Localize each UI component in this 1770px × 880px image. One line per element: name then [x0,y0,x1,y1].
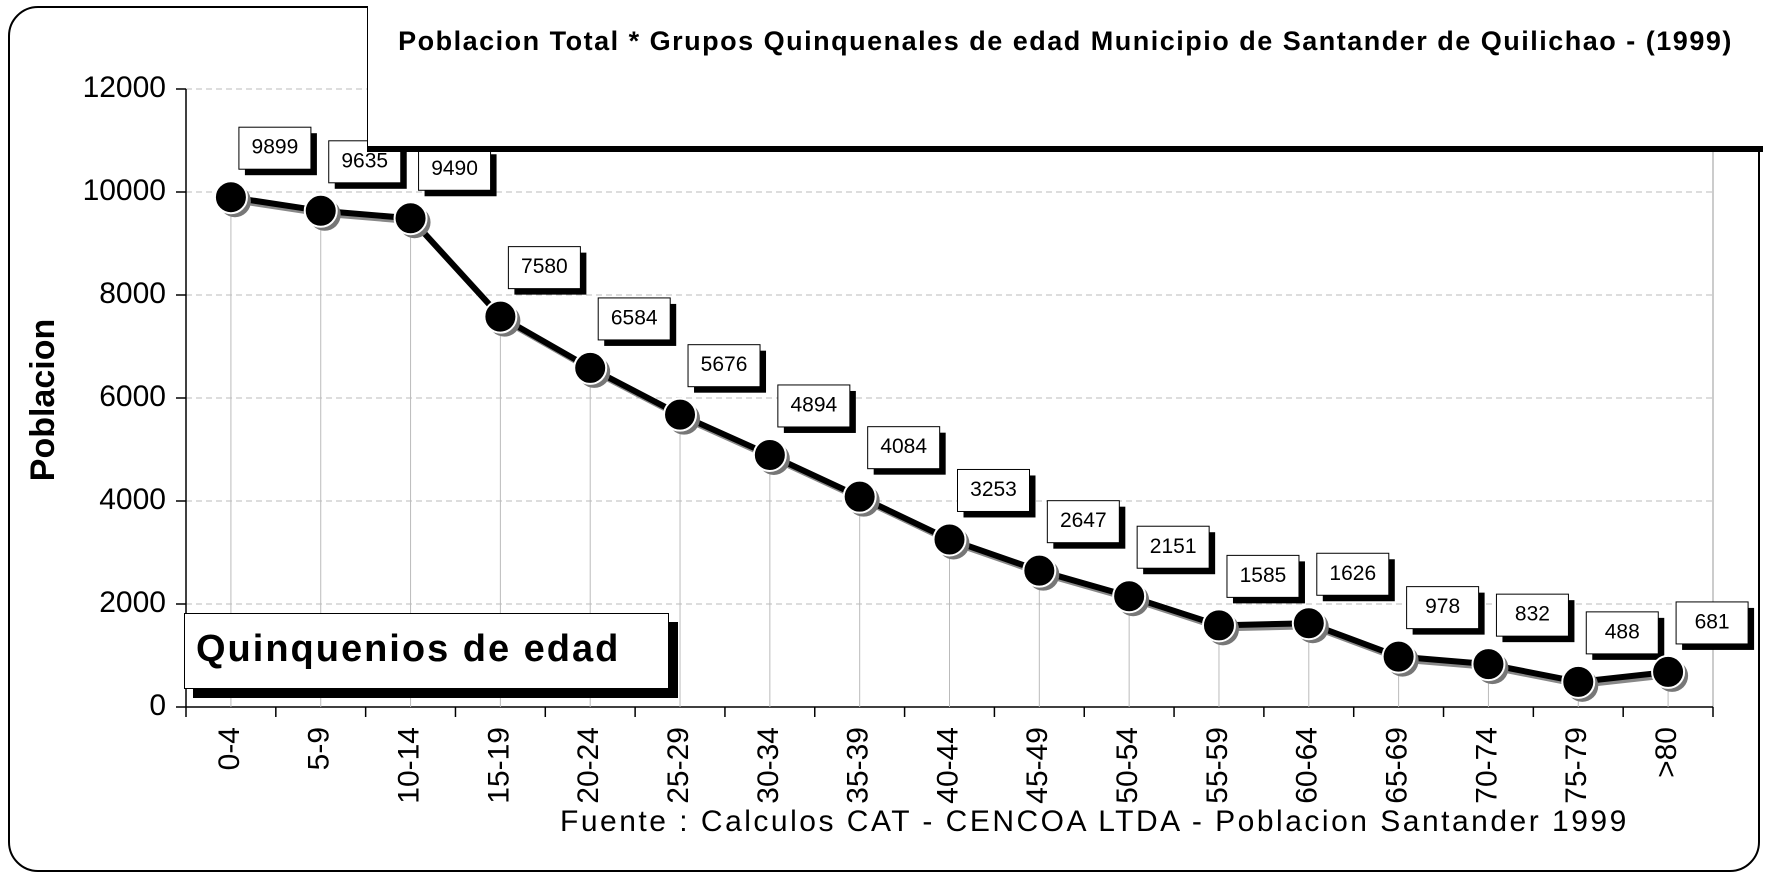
marker [1651,654,1686,689]
x-tick-label: 75-79 [1560,727,1593,804]
value-label: 681 [1695,610,1730,633]
label-box [687,344,761,388]
value-label: 832 [1515,603,1550,626]
value-label: 488 [1605,620,1640,643]
x-tick-label: 5-9 [303,727,336,770]
x-tick-label: 40-44 [931,727,964,804]
label-box [957,468,1030,512]
y-axis-label: Poblacion [24,319,62,481]
value-label: 2151 [1150,535,1197,558]
source-note: Fuente : Calculos CAT - CENCOA LTDA - Po… [560,805,1629,838]
label-box [238,126,312,170]
label-box [507,246,581,290]
chart-title: Poblacion Total * Grupos Quinquenales de… [367,6,1763,152]
value-label: 1585 [1240,564,1287,587]
x-tick-label: 60-64 [1291,727,1324,804]
x-tick-label: 30-34 [752,727,785,804]
x-tick-label: 10-14 [392,727,425,804]
value-label: 5676 [701,353,748,376]
value-label: 2647 [1060,509,1107,532]
label-box [418,147,492,191]
x-tick-label: 15-19 [482,727,515,804]
marker [573,350,608,385]
marker [1471,647,1506,682]
marker [752,437,787,472]
value-label: 1626 [1329,562,1376,585]
value-label: 3253 [970,478,1017,501]
x-tick-label: >80 [1650,727,1683,778]
y-tick-label: 10000 [83,174,166,207]
y-tick-label: 6000 [99,380,166,413]
marker [213,180,248,215]
x-tick-label: 0-4 [213,727,246,770]
marker [663,397,698,432]
value-label: 9899 [252,136,299,159]
x-tick-label: 55-59 [1201,727,1234,804]
x-tick-label: 70-74 [1470,727,1503,804]
x-axis-label: Quinquenios de edad [184,613,669,689]
value-label: 4084 [880,435,927,458]
value-label: 7580 [521,255,568,278]
y-tick-label: 4000 [99,483,166,516]
label-box [1406,586,1480,630]
x-tick-label: 50-54 [1111,727,1144,804]
value-label: 9635 [341,149,388,172]
label-box [1675,601,1749,645]
value-label: 9490 [431,157,478,180]
label-box [1046,500,1120,544]
label-box [1495,593,1569,637]
label-box [777,384,851,428]
x-tick-label: 20-24 [572,727,605,804]
marker [1561,664,1596,699]
label-box [597,297,671,341]
y-tick-label: 2000 [99,586,166,619]
x-tick-label: 35-39 [842,727,875,804]
x-tick-label: 45-49 [1021,727,1054,804]
label-box [1136,525,1210,569]
label-box [867,426,941,470]
marker [932,522,967,557]
marker [303,193,338,228]
marker [1201,608,1236,643]
x-tick-label: 25-29 [662,727,695,804]
marker [1291,606,1326,641]
marker [842,479,877,514]
value-label: 4894 [790,394,837,417]
value-label: 6584 [611,306,658,329]
value-label: 978 [1425,595,1460,618]
x-tick-label: 65-69 [1381,727,1414,804]
label-box [1585,611,1659,655]
y-tick-label: 8000 [99,277,166,310]
label-box [1316,552,1390,596]
marker [1022,553,1057,588]
marker [483,299,518,334]
marker [1112,579,1147,614]
marker [1381,639,1416,674]
y-tick-label: 0 [149,689,166,722]
marker [393,201,428,236]
label-box [1226,554,1300,598]
y-tick-label: 12000 [83,71,166,104]
